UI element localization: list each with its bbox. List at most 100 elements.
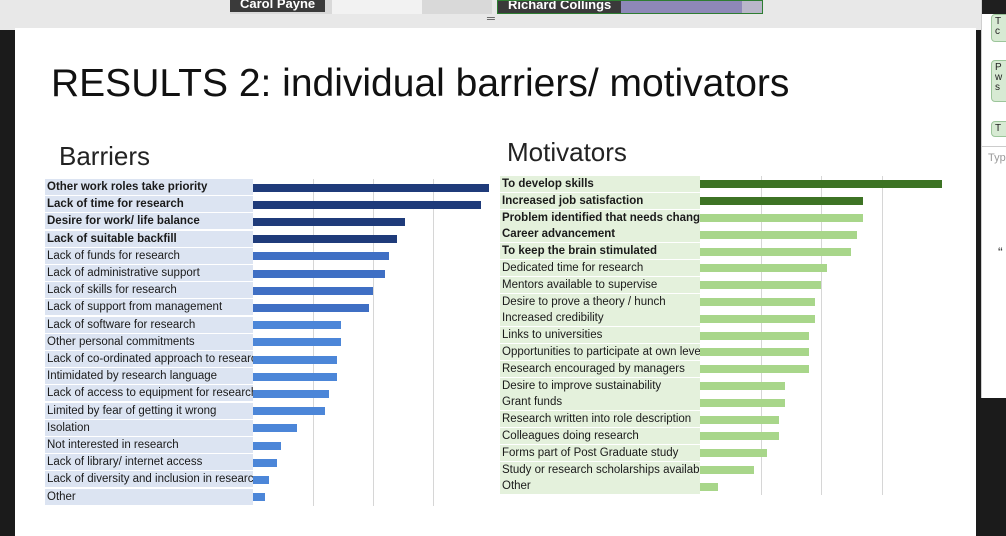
participant-tile-richard[interactable]: Richard Collings xyxy=(497,0,763,14)
bar xyxy=(253,269,385,278)
bar xyxy=(700,331,809,340)
gridline xyxy=(821,176,822,496)
category-label: Research written into role description xyxy=(500,411,700,428)
category-label: Desire to improve sustainability xyxy=(500,377,700,394)
bar xyxy=(700,432,779,441)
bar xyxy=(700,214,864,222)
participant-tile-carol[interactable]: Carol Payne xyxy=(230,0,492,14)
participant-name: Carol Payne xyxy=(230,0,326,12)
participant-name: Richard Collings xyxy=(498,1,622,13)
participant-video xyxy=(332,0,422,14)
category-label: Other xyxy=(500,478,700,495)
chat-message: P w s xyxy=(991,60,1006,102)
chat-message: T xyxy=(991,121,1006,137)
category-label: Lack of funds for research xyxy=(45,247,253,264)
bar xyxy=(253,218,405,226)
chart-title: Barriers xyxy=(59,141,151,171)
bar xyxy=(700,466,755,474)
category-label: Research encouraged by managers xyxy=(500,360,700,377)
bar xyxy=(700,348,809,357)
gridline xyxy=(373,179,374,506)
category-label: Mentors available to supervise xyxy=(500,276,700,293)
category-label: Intimidated by research language xyxy=(45,368,253,385)
bar xyxy=(253,338,341,347)
gridline xyxy=(881,176,883,496)
category-label: Lack of library/ internet access xyxy=(45,454,253,471)
divider xyxy=(982,146,1006,147)
category-label: Not interested in research xyxy=(45,437,253,453)
category-label: Colleagues doing research xyxy=(500,428,700,444)
category-label: Desire for work/ life balance xyxy=(45,213,253,230)
category-label: Lack of support from management xyxy=(45,299,253,316)
category-label: To keep the brain stimulated xyxy=(500,243,700,260)
bar xyxy=(253,372,337,381)
bar xyxy=(253,493,265,502)
category-label: Lack of co-ordinated approach to researc… xyxy=(45,351,253,367)
chart-title: Motivators xyxy=(507,137,627,167)
category-label: Isolation xyxy=(45,419,253,436)
slide-title: RESULTS 2: individual barriers/ motivato… xyxy=(51,62,790,105)
video-strip: Carol Payne Richard Collings ═ xyxy=(0,0,1006,30)
category-label: Other work roles take priority xyxy=(45,179,253,195)
bar xyxy=(700,482,719,491)
bar xyxy=(253,458,277,467)
bar xyxy=(700,398,785,407)
category-label: Career advancement xyxy=(500,226,700,243)
bar xyxy=(253,286,373,295)
bar xyxy=(253,441,281,450)
bar xyxy=(700,264,828,273)
bar xyxy=(253,476,269,484)
resize-handle-icon[interactable]: ═ xyxy=(487,13,495,25)
chat-panel: T c P w s T Typ “ xyxy=(981,0,1006,398)
bar xyxy=(253,183,489,192)
category-label: Lack of access to equipment for research xyxy=(45,385,253,402)
bar xyxy=(700,449,767,458)
category-label: Increased job satisfaction xyxy=(500,192,700,209)
bar xyxy=(700,281,821,290)
category-label: Grant funds xyxy=(500,394,700,411)
bar xyxy=(700,314,815,323)
bar xyxy=(700,365,809,374)
bar xyxy=(700,230,858,239)
category-label: To develop skills xyxy=(500,176,700,192)
category-label: Increased credibility xyxy=(500,310,700,327)
gridline xyxy=(433,179,434,506)
shared-slide: RESULTS 2: individual barriers/ motivato… xyxy=(15,28,976,536)
category-label: Forms part of Post Graduate study xyxy=(500,444,700,461)
category-label: Lack of suitable backfill xyxy=(45,230,253,247)
chat-header xyxy=(982,0,1006,14)
category-label: Other personal commitments xyxy=(45,333,253,350)
bar xyxy=(253,355,337,364)
category-label: Desire to prove a theory / hunch xyxy=(500,293,700,310)
category-label: Links to universities xyxy=(500,327,700,344)
bar xyxy=(700,180,942,189)
bar xyxy=(253,200,481,209)
category-label: Study or research scholarships available xyxy=(500,461,700,478)
bar xyxy=(253,390,329,398)
category-label: Lack of software for research xyxy=(45,316,253,333)
bar xyxy=(253,424,297,433)
category-label: Dedicated time for research xyxy=(500,260,700,276)
category-label: Lack of diversity and inclusion in resea… xyxy=(45,471,253,488)
category-label: Opportunities to participate at own leve… xyxy=(500,344,700,360)
category-label: Limited by fear of getting it wrong xyxy=(45,402,253,419)
category-label: Problem identified that needs changing xyxy=(500,209,700,226)
bar xyxy=(700,247,852,256)
bar xyxy=(253,321,341,330)
bar xyxy=(700,197,864,206)
category-label: Lack of skills for research xyxy=(45,282,253,299)
bar xyxy=(253,235,397,244)
bar xyxy=(253,304,369,312)
category-label: Lack of administrative support xyxy=(45,265,253,281)
bar xyxy=(700,382,785,390)
category-label: Other xyxy=(45,488,253,505)
bar xyxy=(253,407,325,416)
bar xyxy=(700,415,779,424)
chat-input[interactable]: Typ xyxy=(988,152,1006,164)
quote-icon: “ xyxy=(998,244,1003,260)
chat-message: T c xyxy=(991,14,1006,42)
participant-video xyxy=(592,1,742,13)
bar xyxy=(253,252,389,261)
category-label: Lack of time for research xyxy=(45,196,253,213)
bar xyxy=(700,298,815,306)
